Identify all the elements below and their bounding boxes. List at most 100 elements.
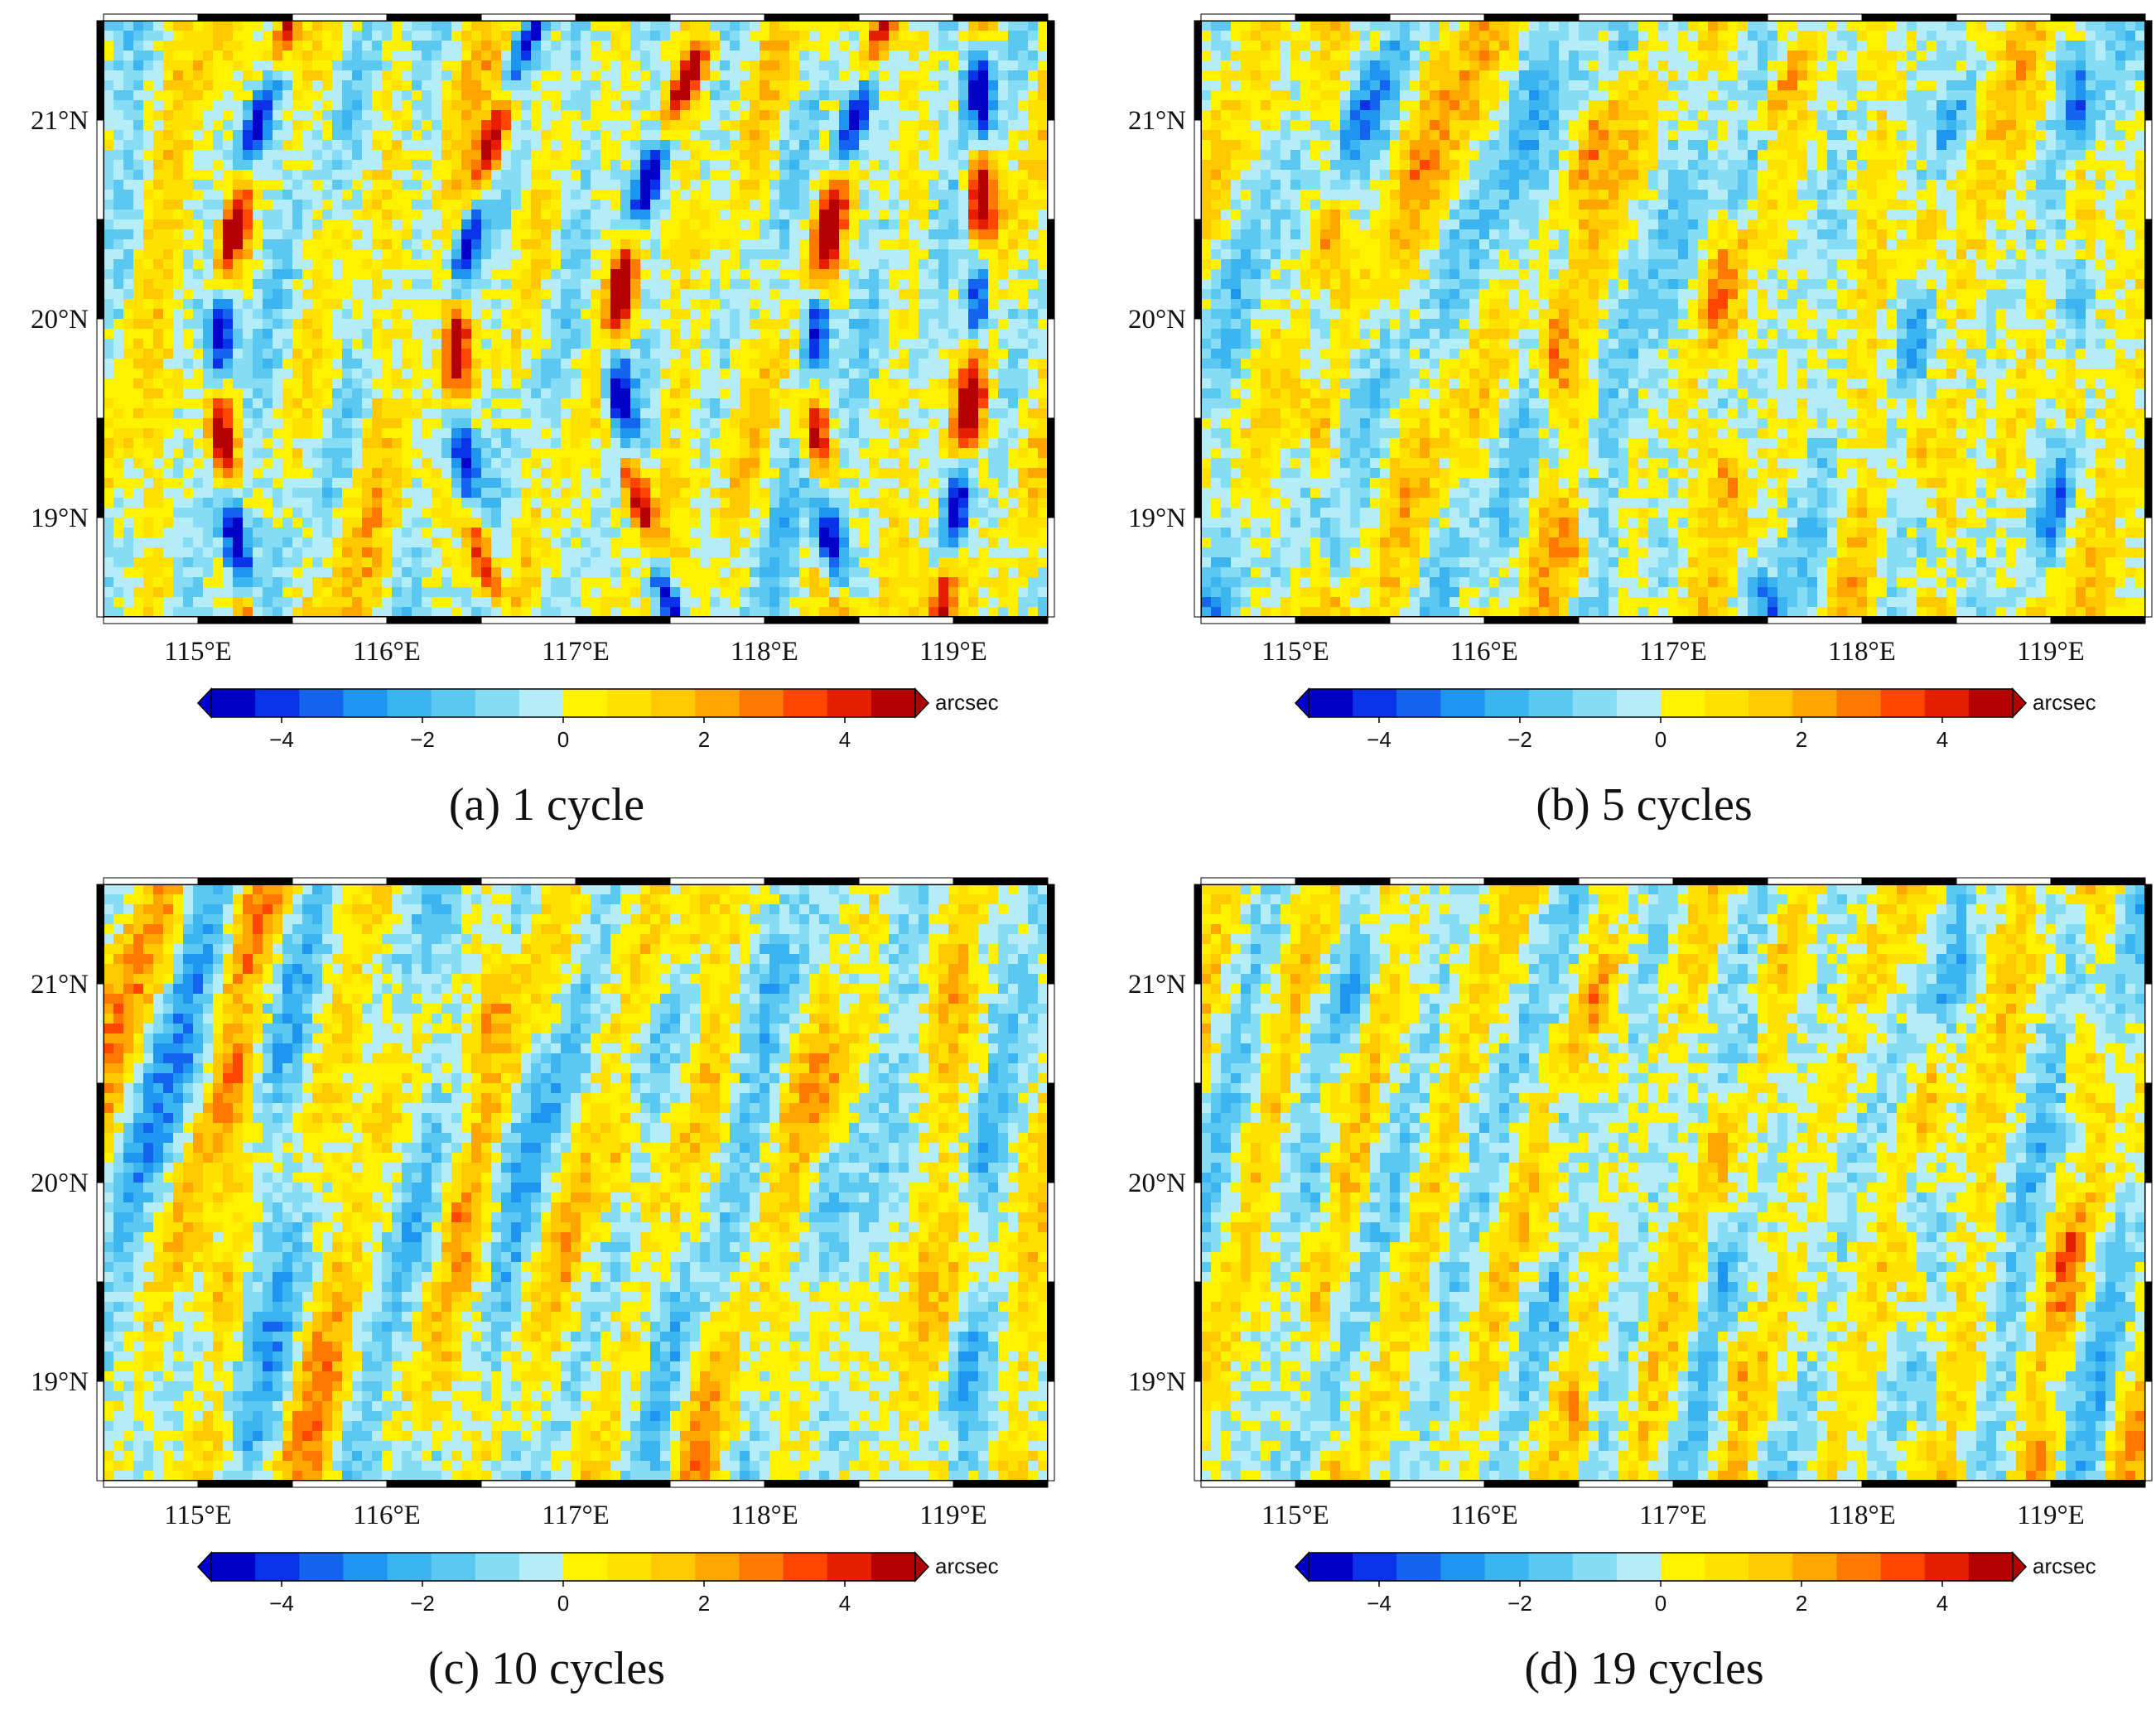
heatmap-cell	[263, 289, 273, 300]
heatmap-cell	[680, 31, 691, 41]
heatmap-cell	[750, 418, 760, 429]
heatmap-cell	[322, 438, 333, 449]
heatmap-cell	[571, 100, 581, 111]
heatmap-cell	[998, 458, 1009, 469]
heatmap-cell	[521, 170, 532, 181]
heatmap-cell	[292, 518, 303, 528]
heatmap-cell	[143, 269, 154, 280]
heatmap-cell	[213, 468, 224, 479]
heatmap-cell	[113, 170, 124, 181]
heatmap-cell	[571, 289, 581, 300]
heatmap-cell	[481, 130, 492, 141]
heatmap-cell	[909, 408, 919, 419]
heatmap-cell	[928, 80, 939, 91]
heatmap-cell	[581, 329, 591, 340]
heatmap-cell	[899, 259, 909, 270]
heatmap-cell	[968, 180, 979, 190]
heatmap-cell	[372, 468, 383, 479]
heatmap-cell	[849, 349, 860, 359]
heatmap-cell	[879, 249, 890, 260]
heatmap-cell	[123, 329, 134, 340]
heatmap-cell	[769, 110, 780, 121]
heatmap-cell	[600, 160, 611, 171]
heatmap-cell	[203, 130, 214, 141]
heatmap-cell	[153, 478, 164, 489]
heatmap-cell	[640, 468, 651, 479]
heatmap-cell	[1038, 160, 1049, 171]
heatmap-cell	[332, 120, 343, 131]
heatmap-cell	[422, 329, 432, 340]
heatmap-cell	[859, 210, 870, 220]
heatmap-cell	[551, 309, 562, 320]
heatmap-cell	[173, 428, 184, 439]
heatmap-cell	[491, 418, 502, 429]
heatmap-cell	[342, 418, 353, 429]
heatmap-cell	[461, 299, 472, 310]
heatmap-cell	[332, 319, 343, 330]
heatmap-cell	[700, 229, 711, 240]
heatmap-cell	[441, 31, 452, 41]
heatmap-cell	[501, 130, 512, 141]
heatmap-cell	[690, 478, 701, 489]
heatmap-cell	[223, 239, 234, 250]
heatmap-cell	[113, 90, 124, 101]
heatmap-cell	[660, 130, 671, 141]
heatmap-cell	[173, 329, 184, 340]
heatmap-cell	[332, 100, 343, 111]
heatmap-cell	[322, 488, 333, 499]
heatmap-cell	[322, 210, 333, 220]
heatmap-cell	[591, 359, 601, 369]
heatmap-cell	[352, 170, 363, 181]
heatmap-cell	[203, 289, 214, 300]
heatmap-cell	[362, 51, 373, 61]
heatmap-cell	[461, 200, 472, 210]
heatmap-cell	[203, 378, 214, 389]
heatmap-cell	[531, 418, 542, 429]
heatmap-cell	[1038, 349, 1049, 359]
heatmap-cell	[511, 259, 522, 270]
heatmap-cell	[561, 349, 572, 359]
heatmap-cell	[730, 170, 740, 181]
heatmap-cell	[879, 110, 890, 121]
heatmap-cell	[451, 408, 462, 419]
heatmap-cell	[521, 408, 532, 419]
heatmap-cell	[521, 200, 532, 210]
heatmap-cell	[968, 41, 979, 51]
heatmap-cell	[750, 438, 760, 449]
heatmap-cell	[432, 180, 442, 190]
heatmap-cell	[938, 458, 949, 469]
heatmap-cell	[372, 508, 383, 518]
heatmap-cell	[809, 299, 820, 310]
heatmap-cell	[441, 369, 452, 379]
heatmap-cell	[968, 518, 979, 528]
heatmap-cell	[183, 160, 194, 171]
heatmap-cell	[740, 329, 750, 340]
heatmap-cell	[153, 488, 164, 499]
heatmap-cell	[243, 299, 253, 310]
heatmap-cell	[422, 438, 432, 449]
heatmap-cell	[909, 90, 919, 101]
heatmap-cell	[909, 448, 919, 459]
heatmap-cell	[422, 458, 432, 469]
heatmap-cell	[849, 100, 860, 111]
heatmap-cell	[948, 170, 959, 181]
heatmap-cell	[740, 219, 750, 230]
heatmap-cell	[322, 359, 333, 369]
heatmap-cell	[412, 359, 422, 369]
heatmap-cell	[541, 31, 552, 41]
heatmap-cell	[968, 190, 979, 200]
heatmap-cell	[402, 488, 412, 499]
heatmap-cell	[978, 319, 989, 330]
heatmap-cell	[461, 537, 472, 548]
heatmap-cell	[730, 110, 740, 121]
heatmap-cell	[799, 130, 810, 141]
heatmap-cell	[173, 388, 184, 399]
heatmap-cell	[928, 160, 939, 171]
heatmap-cell	[163, 190, 174, 200]
heatmap-cell	[223, 289, 234, 300]
heatmap-cell	[253, 508, 263, 518]
heatmap-cell	[392, 528, 403, 538]
heatmap-cell	[173, 498, 184, 508]
heatmap-cell	[809, 448, 820, 459]
heatmap-cell	[501, 518, 512, 528]
